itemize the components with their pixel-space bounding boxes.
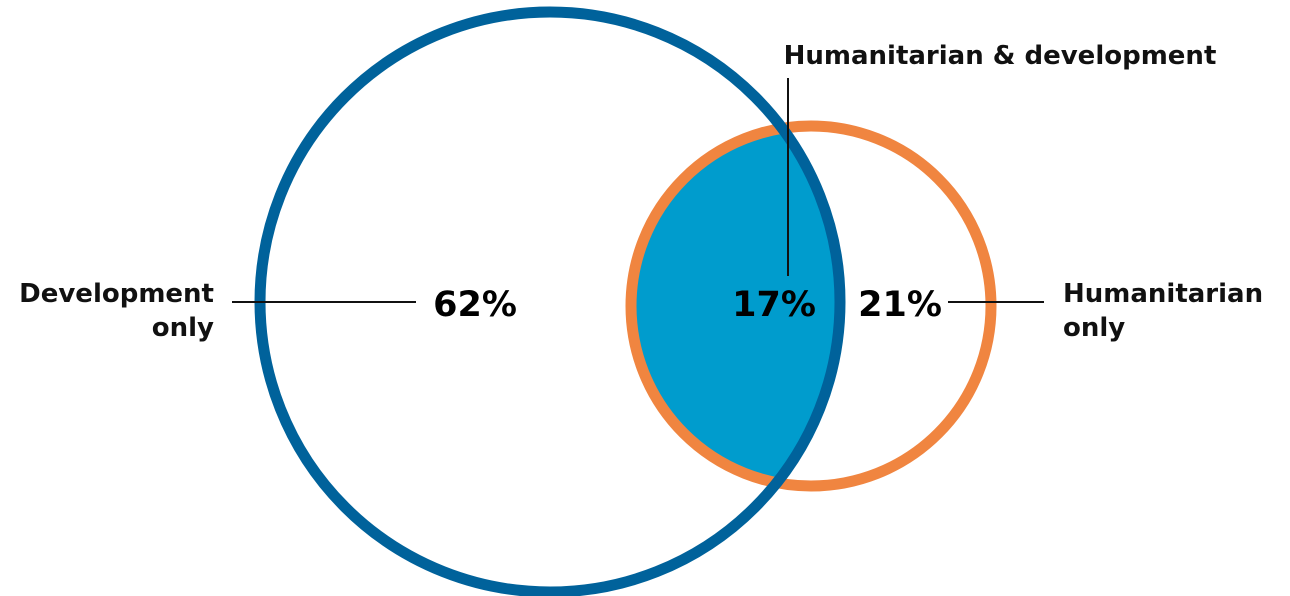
- development-label-line2: only: [152, 313, 214, 343]
- overlap-value: 17%: [732, 285, 816, 325]
- humanitarian-value: 21%: [858, 285, 942, 325]
- development-label-line1: Development: [19, 279, 214, 309]
- humanitarian-circle: [625, 120, 997, 492]
- overlap-label: Humanitarian & development: [784, 41, 1217, 71]
- development-value: 62%: [433, 285, 517, 325]
- humanitarian-label-line1: Humanitarian: [1063, 279, 1263, 309]
- humanitarian-label-line2: only: [1063, 313, 1125, 343]
- overlap-region: [631, 126, 840, 486]
